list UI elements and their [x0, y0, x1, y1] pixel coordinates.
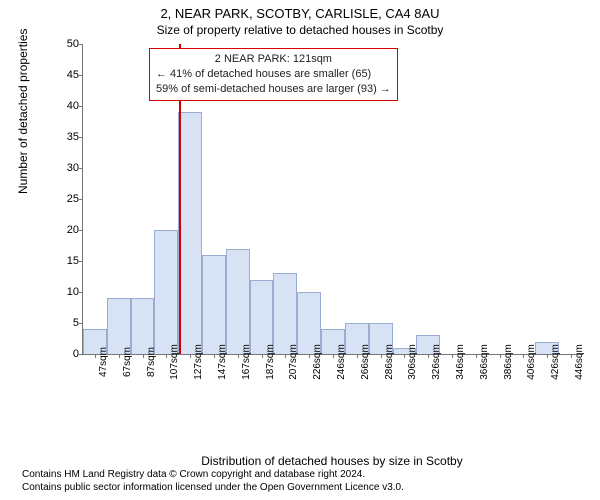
- x-tick-mark: [166, 354, 167, 358]
- x-tick-mark: [500, 354, 501, 358]
- x-tick-mark: [309, 354, 310, 358]
- x-tick-mark: [476, 354, 477, 358]
- y-tick-label: 35: [53, 131, 79, 143]
- y-tick-mark: [79, 106, 83, 107]
- y-tick-label: 30: [53, 162, 79, 174]
- annotation-line-1: 2 NEAR PARK: 121sqm: [156, 52, 391, 67]
- histogram-bar: [154, 230, 178, 354]
- x-tick-mark: [214, 354, 215, 358]
- x-tick-mark: [95, 354, 96, 358]
- x-tick-label: 286sqm: [384, 344, 395, 380]
- x-tick-mark: [428, 354, 429, 358]
- y-tick-label: 0: [53, 348, 79, 360]
- y-tick-label: 45: [53, 69, 79, 81]
- y-tick-mark: [79, 292, 83, 293]
- title-sub: Size of property relative to detached ho…: [0, 21, 600, 37]
- y-tick-mark: [79, 199, 83, 200]
- x-tick-mark: [404, 354, 405, 358]
- histogram-bar: [226, 249, 250, 354]
- footer-line-1: Contains HM Land Registry data © Crown c…: [22, 468, 404, 481]
- x-tick-label: 366sqm: [479, 344, 490, 380]
- x-tick-label: 87sqm: [146, 347, 157, 377]
- x-tick-label: 246sqm: [336, 344, 347, 380]
- annotation-line-2: ← 41% of detached houses are smaller (65…: [156, 67, 391, 82]
- y-tick-mark: [79, 168, 83, 169]
- x-tick-label: 306sqm: [407, 344, 418, 380]
- histogram-bar: [178, 112, 202, 354]
- histogram-bar: [131, 298, 155, 354]
- footer-attrib: Contains HM Land Registry data © Crown c…: [22, 468, 404, 494]
- histogram-bar: [273, 273, 297, 354]
- x-tick-label: 127sqm: [193, 344, 204, 380]
- y-tick-mark: [79, 323, 83, 324]
- x-tick-label: 266sqm: [360, 344, 371, 380]
- y-tick-mark: [79, 75, 83, 76]
- annotation-box: 2 NEAR PARK: 121sqm← 41% of detached hou…: [149, 48, 398, 101]
- y-tick-label: 10: [53, 286, 79, 298]
- x-tick-label: 67sqm: [122, 347, 133, 377]
- histogram-bar: [250, 280, 274, 354]
- x-tick-label: 426sqm: [550, 344, 561, 380]
- y-tick-label: 50: [53, 38, 79, 50]
- y-tick-mark: [79, 354, 83, 355]
- histogram-bar: [202, 255, 226, 354]
- x-tick-mark: [333, 354, 334, 358]
- y-tick-label: 15: [53, 255, 79, 267]
- title-main: 2, NEAR PARK, SCOTBY, CARLISLE, CA4 8AU: [0, 0, 600, 21]
- x-tick-label: 446sqm: [574, 344, 585, 380]
- plot-area: 0510152025303540455047sqm67sqm87sqm107sq…: [82, 44, 583, 355]
- x-tick-label: 47sqm: [98, 347, 109, 377]
- x-tick-label: 226sqm: [312, 344, 323, 380]
- annotation-line-3: 59% of semi-detached houses are larger (…: [156, 82, 391, 97]
- x-tick-mark: [523, 354, 524, 358]
- x-tick-label: 346sqm: [455, 344, 466, 380]
- y-tick-label: 20: [53, 224, 79, 236]
- y-tick-mark: [79, 261, 83, 262]
- x-tick-mark: [381, 354, 382, 358]
- x-tick-mark: [357, 354, 358, 358]
- y-axis-label: Number of detached properties: [16, 29, 30, 194]
- y-tick-mark: [79, 137, 83, 138]
- x-tick-label: 147sqm: [217, 344, 228, 380]
- x-tick-mark: [285, 354, 286, 358]
- y-tick-label: 40: [53, 100, 79, 112]
- x-tick-label: 207sqm: [288, 344, 299, 380]
- y-tick-mark: [79, 230, 83, 231]
- x-tick-mark: [571, 354, 572, 358]
- y-tick-label: 25: [53, 193, 79, 205]
- x-tick-label: 386sqm: [503, 344, 514, 380]
- x-tick-mark: [452, 354, 453, 358]
- chart-container: 2, NEAR PARK, SCOTBY, CARLISLE, CA4 8AU …: [0, 0, 600, 500]
- x-tick-mark: [547, 354, 548, 358]
- x-axis-label: Distribution of detached houses by size …: [82, 454, 582, 468]
- chart-wrap: Number of detached properties 0510152025…: [52, 44, 582, 414]
- x-tick-label: 406sqm: [526, 344, 537, 380]
- y-tick-label: 5: [53, 317, 79, 329]
- x-tick-mark: [262, 354, 263, 358]
- histogram-bar: [107, 298, 131, 354]
- x-tick-mark: [190, 354, 191, 358]
- x-tick-mark: [143, 354, 144, 358]
- y-tick-mark: [79, 44, 83, 45]
- footer-line-2: Contains public sector information licen…: [22, 481, 404, 494]
- x-tick-label: 167sqm: [241, 344, 252, 380]
- x-tick-label: 187sqm: [265, 344, 276, 380]
- x-tick-label: 326sqm: [431, 344, 442, 380]
- x-tick-mark: [119, 354, 120, 358]
- x-tick-mark: [238, 354, 239, 358]
